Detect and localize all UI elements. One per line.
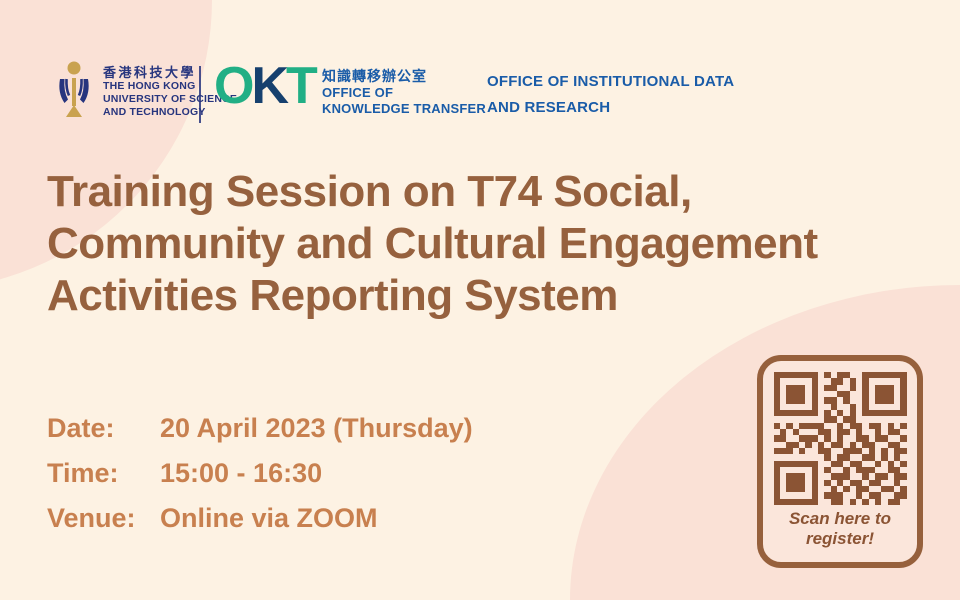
- qr-caption: Scan here to register!: [789, 509, 891, 549]
- date-label: Date:: [47, 413, 115, 443]
- time-label: Time:: [47, 458, 119, 488]
- okt-wordmark: 知識轉移辦公室 OFFICE OF KNOWLEDGE TRANSFER: [322, 67, 486, 117]
- okt-cjk-name: 知識轉移辦公室: [322, 68, 427, 84]
- header-logos: 香港科技大學 THE HONG KONG UNIVERSITY OF SCIEN…: [0, 0, 960, 140]
- registration-qr-card: Scan here to register!: [757, 355, 923, 568]
- detail-row-date: Date: 20 April 2023 (Thursday): [47, 406, 473, 451]
- okt-letter-t: T: [286, 57, 318, 115]
- title-line: Community and Cultural Engagement: [47, 219, 818, 268]
- hkust-cjk-name: 香港科技大學: [103, 65, 197, 80]
- okt-letter-k: K: [251, 57, 289, 115]
- qr-caption-line: Scan here to: [788, 509, 892, 528]
- oidr-wordmark: OFFICE OF INSTITUTIONAL DATA AND RESEARC…: [487, 69, 734, 121]
- page-title: Training Session on T74 Social, Communit…: [47, 166, 927, 322]
- hkust-name-line: THE HONG KONG: [103, 80, 196, 92]
- oidr-name-line: OFFICE OF INSTITUTIONAL DATA: [487, 73, 735, 90]
- venue-value: Online via ZOOM: [160, 503, 378, 533]
- event-details: Date: 20 April 2023 (Thursday) Time: 15:…: [47, 406, 473, 541]
- hkust-name-line: AND TECHNOLOGY: [103, 106, 206, 118]
- date-value: 20 April 2023 (Thursday): [160, 413, 473, 443]
- detail-row-venue: Venue: Online via ZOOM: [47, 496, 473, 541]
- title-line: Training Session on T74 Social,: [47, 167, 692, 216]
- time-value: 15:00 - 16:30: [160, 458, 323, 488]
- qr-caption-line: register!: [805, 529, 874, 548]
- venue-label: Venue:: [47, 503, 136, 533]
- hkust-emblem-icon: [59, 61, 89, 117]
- qr-code: [773, 372, 907, 505]
- okt-logo: OKT: [214, 57, 318, 115]
- detail-row-time: Time: 15:00 - 16:30: [47, 451, 473, 496]
- okt-letter-o: O: [214, 57, 254, 115]
- hkust-name-line: UNIVERSITY OF SCIENCE: [103, 93, 238, 105]
- hkust-wordmark: 香港科技大學 THE HONG KONG UNIVERSITY OF SCIEN…: [103, 65, 237, 119]
- oidr-name-line: AND RESEARCH: [487, 99, 611, 116]
- okt-name-line: KNOWLEDGE TRANSFER: [322, 101, 486, 116]
- title-line: Activities Reporting System: [47, 271, 618, 320]
- logo-divider: [199, 66, 201, 123]
- okt-name-line: OFFICE OF: [322, 85, 394, 100]
